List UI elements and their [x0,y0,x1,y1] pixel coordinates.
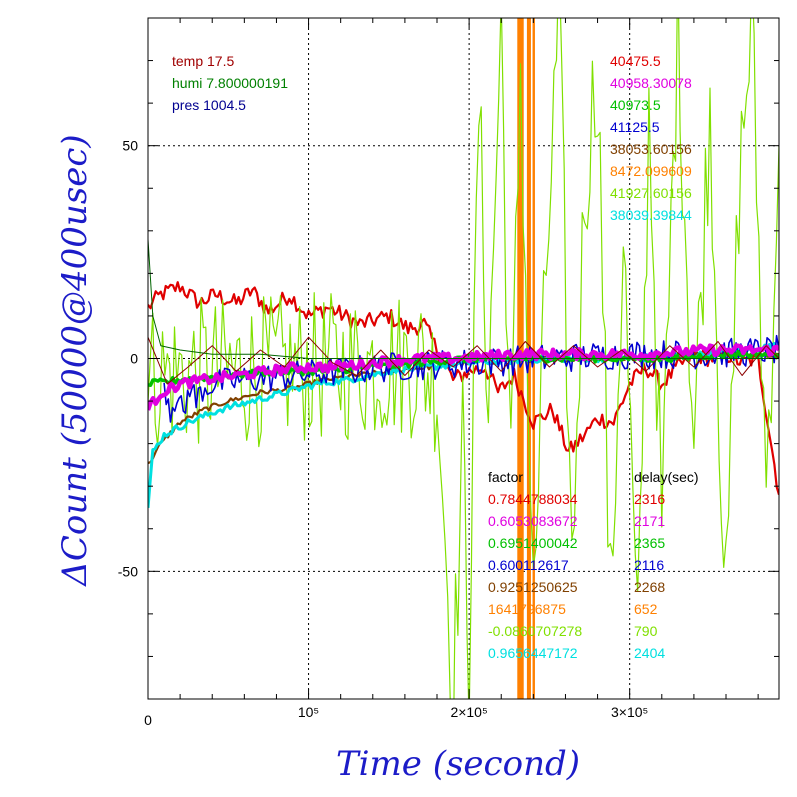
factor-value-5: 1641796875 [488,601,566,617]
series-line-4 [163,334,779,423]
factor-value-0: 0.7844788034 [488,491,578,507]
factor-value-2: 0.6951400042 [488,535,578,551]
legend-value-5: 8472.099609 [610,163,692,179]
env-label-0: temp 17.5 [172,53,234,69]
legend-value-6: 41927.60156 [610,185,692,201]
series-line-7 [148,336,779,385]
legend-value-2: 40973.5 [610,97,661,113]
factor-value-7: 0.9656447172 [488,645,578,661]
factor-value-1: 0.6053083672 [488,513,578,529]
data-series [148,18,779,699]
axis-ticks [147,18,779,699]
series-line-0 [148,281,779,496]
legend-value-4: 38053.60156 [610,141,692,157]
legend-value-1: 40958.30078 [610,75,692,91]
x-tick-label-2: 2×10⁵ [450,704,487,720]
factor-value-4: 0.9251250625 [488,579,578,595]
delay-value-7: 2404 [634,645,665,661]
factor-value-3: 0.600112617 [488,557,569,573]
factor-header: factor [488,469,523,485]
delay-value-2: 2365 [634,535,665,551]
y-tick-label-0: -50 [118,563,138,579]
value-legend: 40475.5 40958.30078 40973.5 41125.5 38053.60… [610,53,692,223]
legend-value-3: 41125.5 [610,119,660,135]
y-tick-label-2: 50 [122,138,138,154]
delay-header: delay(sec) [634,469,699,485]
delay-value-0: 2316 [634,491,665,507]
y-tick-label-1: 0 [130,351,138,367]
delay-value-4: 2268 [634,579,665,595]
legend-value-0: 40475.5 [610,53,661,69]
series-line-8 [148,239,779,359]
series-line-1 [148,18,779,699]
x-tick-label-1: 10⁵ [298,704,319,720]
delay-value-1: 2171 [634,513,665,529]
delay-value-5: 652 [634,601,658,617]
tick-labels: 0 10⁵ 2×10⁵ 3×10⁵ -50 0 50 [118,138,649,728]
legend-value-7: 38039.39844 [610,207,692,223]
x-axis-title: Time (second) [336,744,580,784]
env-label-1: humi 7.800000191 [172,75,288,91]
y-axis-title: ΔCount (50000@400usec) [55,134,95,587]
x-tick-label-3: 3×10⁵ [611,704,648,720]
factor-value-6: -0.0860707278 [488,623,582,639]
delay-value-6: 790 [634,623,658,639]
env-label-2: pres 1004.5 [172,97,246,113]
x-tick-label-0: 0 [144,712,152,728]
delay-value-3: 2116 [634,557,664,573]
series-line-6 [148,343,779,411]
environment-legend: temp 17.5 humi 7.800000191 pres 1004.5 [172,53,288,113]
factor-table: factor delay(sec) 0.7844788034 2316 0.605308… [488,469,699,661]
